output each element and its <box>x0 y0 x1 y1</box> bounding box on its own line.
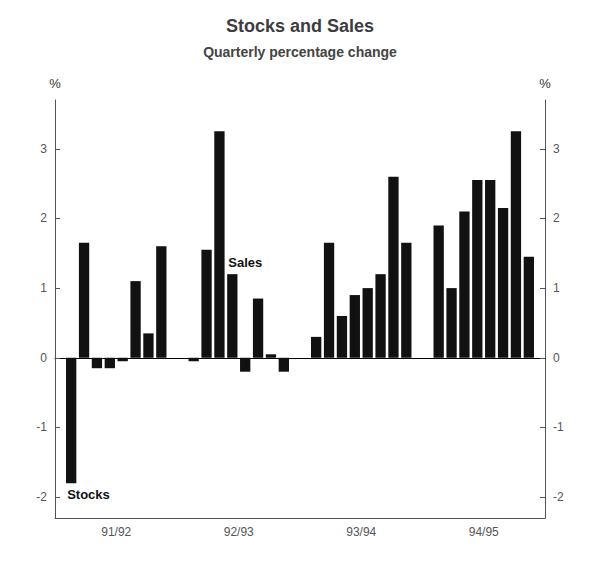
svg-text:94/95: 94/95 <box>469 525 499 539</box>
svg-text:-2: -2 <box>36 490 47 504</box>
svg-text:3: 3 <box>553 142 560 156</box>
svg-text:1: 1 <box>553 281 560 295</box>
svg-text:92/93: 92/93 <box>224 525 254 539</box>
svg-text:Stocks and Sales: Stocks and Sales <box>226 16 374 36</box>
svg-text:1: 1 <box>40 281 47 295</box>
svg-text:93/94: 93/94 <box>346 525 376 539</box>
svg-text:-1: -1 <box>36 420 47 434</box>
svg-text:%: % <box>49 76 61 91</box>
svg-text:%: % <box>539 76 551 91</box>
svg-text:0: 0 <box>553 351 560 365</box>
svg-text:-2: -2 <box>553 490 564 504</box>
svg-text:-1: -1 <box>553 420 564 434</box>
svg-text:91/92: 91/92 <box>101 525 131 539</box>
svg-text:0: 0 <box>40 351 47 365</box>
svg-text:2: 2 <box>553 211 560 225</box>
svg-text:3: 3 <box>40 142 47 156</box>
svg-text:Stocks: Stocks <box>67 487 110 502</box>
svg-text:2: 2 <box>40 211 47 225</box>
svg-text:Quarterly percentage change: Quarterly percentage change <box>203 44 397 60</box>
svg-text:Sales: Sales <box>228 255 262 270</box>
